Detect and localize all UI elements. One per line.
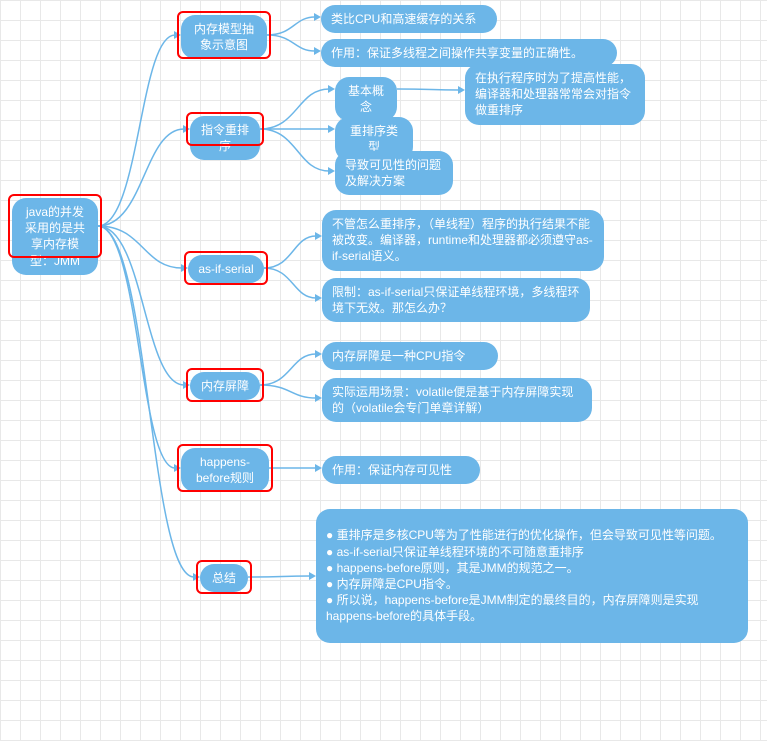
node-n4b: 实际运用场景：volatile便是基于内存屏障实现的（volatile会专门单章… [322,378,592,422]
edge-root-n6 [98,226,194,577]
node-n4a: 内存屏障是一种CPU指令 [322,342,498,370]
node-n2c: 导致可见性的问题及解决方案 [335,151,453,195]
edge-root-n5 [98,226,175,468]
edge-root-n2 [98,129,184,226]
edge-n2-n2a [260,89,329,129]
arrow-n2-n2b [328,125,335,133]
node-n1b: 作用：保证多线程之间操作共享变量的正确性。 [321,39,617,67]
arrow-n6-n6a [309,572,316,580]
node-n5: happens-before规则 [181,448,269,492]
node-n5a: 作用：保证内存可见性 [322,456,480,484]
arrow-root-n1 [174,31,181,39]
edge-n4-n4b [260,385,316,398]
arrow-root-n2 [183,125,190,133]
arrow-n2-n2c [328,167,335,175]
node-n3: as-if-serial [188,255,264,283]
edge-n2-n2c [260,129,329,171]
node-n1a: 类比CPU和高速缓存的关系 [321,5,497,33]
node-n3a: 不管怎么重排序，（单线程）程序的执行结果不能被改变。编译器，runtime和处理… [322,210,604,271]
node-n2a1: 在执行程序时为了提高性能，编译器和处理器常常会对指令做重排序 [465,64,645,125]
node-n6: 总结 [200,564,248,592]
arrow-n1-n1b [314,47,321,55]
arrow-n2-n2a [328,85,335,93]
edge-n2a-n2a1 [397,89,459,90]
arrow-n1-n1a [314,13,321,21]
arrow-n2a-n2a1 [458,86,465,94]
node-n1: 内存模型抽象示意图 [181,15,267,59]
arrow-n4-n4b [315,394,322,402]
edge-n3-n3b [264,268,316,298]
arrow-n4-n4a [315,350,322,358]
edge-root-n4 [98,226,184,385]
arrow-root-n3 [181,264,188,272]
edge-n1-n1a [267,17,315,35]
node-n6a: ● 重排序是多核CPU等为了性能进行的优化操作，但会导致可见性等问题。 ● as… [316,509,748,643]
node-n2a: 基本概念 [335,77,397,121]
edge-root-n1 [98,35,175,226]
edge-root-n3 [98,226,182,268]
arrow-n3-n3b [315,294,322,302]
arrow-n5-n5a [315,464,322,472]
node-n4: 内存屏障 [190,372,260,400]
node-n2: 指令重排序 [190,116,260,160]
edge-n6-n6a [248,576,310,577]
edge-n3-n3a [264,236,316,268]
edge-n1-n1b [267,35,315,51]
edge-n4-n4a [260,354,316,385]
node-root: java的并发采用的是共享内存模型：JMM [12,198,98,275]
node-n3b: 限制：as-if-serial只保证单线程环境，多线程环境下无效。那怎么办？ [322,278,590,322]
arrow-root-n4 [183,381,190,389]
arrow-root-n5 [174,464,181,472]
mindmap-canvas: java的并发采用的是共享内存模型：JMM 内存模型抽象示意图 类比CPU和高速缓存… [0,0,767,741]
arrow-n3-n3a [315,232,322,240]
arrow-root-n6 [193,573,200,581]
